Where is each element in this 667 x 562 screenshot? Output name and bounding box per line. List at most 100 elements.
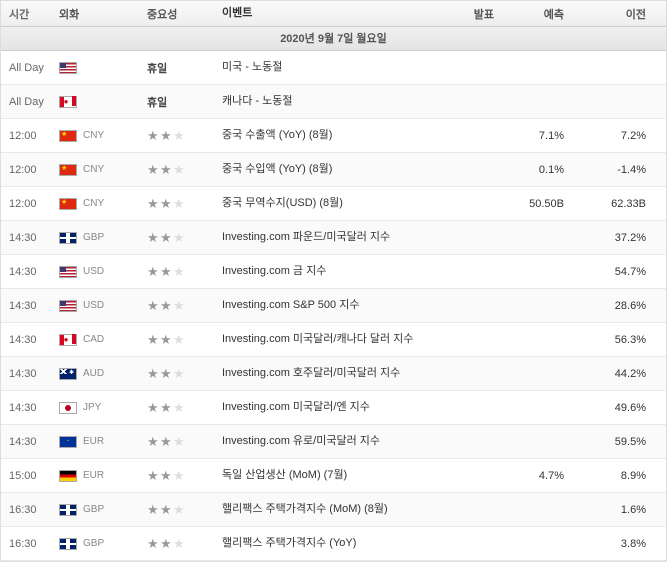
cell-event[interactable]: 독일 산업생산 (MoM) (7월)	[222, 468, 432, 483]
star-icon: ★	[147, 130, 159, 142]
table-row[interactable]: 12:00CNY★★★중국 수입액 (YoY) (8월)0.1%-1.4%	[1, 153, 666, 187]
cell-event[interactable]: Investing.com 미국달러/엔 지수	[222, 400, 432, 415]
currency-code: GBP	[83, 232, 104, 243]
economic-calendar-table: 시간 외화 중요성 이벤트 발표 예측 이전 2020년 9월 7일 월요일 A…	[0, 0, 667, 562]
star-icon: ★	[173, 402, 185, 414]
cell-event[interactable]: 핼리팩스 주택가격지수 (MoM) (8월)	[222, 502, 432, 517]
cell-currency	[59, 62, 147, 74]
table-row[interactable]: 14:30EUR★★★Investing.com 유로/미국달러 지수59.5%	[1, 425, 666, 459]
cell-currency: EUR	[59, 436, 147, 448]
star-icon: ★	[173, 266, 185, 278]
star-icon: ★	[173, 470, 185, 482]
star-icon: ★	[173, 300, 185, 312]
flag-icon	[59, 96, 77, 108]
table-row[interactable]: 16:30GBP★★★핼리팩스 주택가격지수 (MoM) (8월)1.6%	[1, 493, 666, 527]
holiday-label: 휴일	[147, 94, 167, 110]
star-icon: ★	[160, 198, 172, 210]
table-row[interactable]: All Day휴일미국 - 노동절	[1, 51, 666, 85]
table-header-row: 시간 외화 중요성 이벤트 발표 예측 이전	[1, 1, 666, 27]
cell-event[interactable]: Investing.com S&P 500 지수	[222, 298, 432, 313]
currency-code: USD	[83, 300, 104, 311]
cell-previous: 28.6%	[572, 300, 656, 312]
table-row[interactable]: 14:30AUD★★★Investing.com 호주달러/미국달러 지수44.…	[1, 357, 666, 391]
flag-icon	[59, 334, 77, 346]
table-row[interactable]: All Day휴일캐나다 - 노동절	[1, 85, 666, 119]
star-icon: ★	[160, 436, 172, 448]
star-icon: ★	[147, 538, 159, 550]
cell-event[interactable]: 캐나다 - 노동절	[222, 94, 432, 109]
star-icon: ★	[173, 436, 185, 448]
holiday-label: 휴일	[147, 60, 167, 76]
table-row[interactable]: 12:00CNY★★★중국 무역수지(USD) (8월)50.50B62.33B	[1, 187, 666, 221]
cell-time: 16:30	[1, 504, 59, 516]
cell-event[interactable]: 중국 무역수지(USD) (8월)	[222, 196, 432, 211]
cell-currency: GBP	[59, 232, 147, 244]
date-header-row: 2020년 9월 7일 월요일	[1, 27, 666, 51]
cell-time: 12:00	[1, 198, 59, 210]
cell-event[interactable]: 중국 수출액 (YoY) (8월)	[222, 128, 432, 143]
cell-event[interactable]: 미국 - 노동절	[222, 60, 432, 75]
cell-time: 14:30	[1, 266, 59, 278]
currency-code: USD	[83, 266, 104, 277]
cell-event[interactable]: Investing.com 호주달러/미국달러 지수	[222, 366, 432, 381]
star-icon: ★	[160, 334, 172, 346]
cell-currency: AUD	[59, 368, 147, 380]
star-icon: ★	[147, 300, 159, 312]
cell-forecast: 7.1%	[502, 130, 572, 142]
cell-event[interactable]: 핼리팩스 주택가격지수 (YoY)	[222, 536, 432, 551]
currency-code: CNY	[83, 198, 104, 209]
star-icon: ★	[147, 402, 159, 414]
table-row[interactable]: 16:30GBP★★★핼리팩스 주택가격지수 (YoY)3.8%	[1, 527, 666, 561]
flag-icon	[59, 436, 77, 448]
table-row[interactable]: 14:30GBP★★★Investing.com 파운드/미국달러 지수37.2…	[1, 221, 666, 255]
star-icon: ★	[160, 470, 172, 482]
star-icon: ★	[147, 232, 159, 244]
cell-event[interactable]: Investing.com 유로/미국달러 지수	[222, 434, 432, 449]
star-icon: ★	[160, 504, 172, 516]
flag-icon	[59, 62, 77, 74]
flag-icon	[59, 232, 77, 244]
header-actual: 발표	[432, 6, 502, 22]
table-row[interactable]: 15:00EUR★★★독일 산업생산 (MoM) (7월)4.7%8.9%	[1, 459, 666, 493]
cell-time: 12:00	[1, 164, 59, 176]
cell-event[interactable]: Investing.com 미국달러/캐나다 달러 지수	[222, 332, 432, 347]
currency-code: CNY	[83, 130, 104, 141]
cell-importance: ★★★	[147, 504, 222, 516]
cell-previous: 1.6%	[572, 504, 656, 516]
star-icon: ★	[160, 538, 172, 550]
cell-importance: ★★★	[147, 538, 222, 550]
cell-importance: ★★★	[147, 232, 222, 244]
cell-previous: 59.5%	[572, 436, 656, 448]
star-icon: ★	[173, 504, 185, 516]
currency-code: CNY	[83, 164, 104, 175]
cell-event[interactable]: Investing.com 파운드/미국달러 지수	[222, 230, 432, 245]
currency-code: GBP	[83, 538, 104, 549]
cell-importance: ★★★	[147, 198, 222, 210]
star-icon: ★	[173, 198, 185, 210]
star-icon: ★	[173, 368, 185, 380]
star-icon: ★	[147, 504, 159, 516]
table-row[interactable]: 14:30JPY★★★Investing.com 미국달러/엔 지수49.6%	[1, 391, 666, 425]
cell-currency: USD	[59, 266, 147, 278]
currency-code: AUD	[83, 368, 104, 379]
flag-icon	[59, 504, 77, 516]
flag-icon	[59, 198, 77, 210]
currency-code: GBP	[83, 504, 104, 515]
cell-importance: 휴일	[147, 94, 222, 110]
flag-icon	[59, 402, 77, 414]
cell-time: 15:00	[1, 470, 59, 482]
flag-icon	[59, 538, 77, 550]
cell-event[interactable]: 중국 수입액 (YoY) (8월)	[222, 162, 432, 177]
cell-currency: CNY	[59, 198, 147, 210]
header-forecast: 예측	[502, 6, 572, 22]
star-icon: ★	[160, 232, 172, 244]
table-row[interactable]: 14:30USD★★★Investing.com 금 지수54.7%	[1, 255, 666, 289]
table-row[interactable]: 12:00CNY★★★중국 수출액 (YoY) (8월)7.1%7.2%	[1, 119, 666, 153]
star-icon: ★	[173, 334, 185, 346]
cell-event[interactable]: Investing.com 금 지수	[222, 264, 432, 279]
cell-currency: EUR	[59, 470, 147, 482]
cell-previous: 54.7%	[572, 266, 656, 278]
table-row[interactable]: 14:30CAD★★★Investing.com 미국달러/캐나다 달러 지수5…	[1, 323, 666, 357]
table-row[interactable]: 14:30USD★★★Investing.com S&P 500 지수28.6%	[1, 289, 666, 323]
header-previous: 이전	[572, 6, 656, 22]
